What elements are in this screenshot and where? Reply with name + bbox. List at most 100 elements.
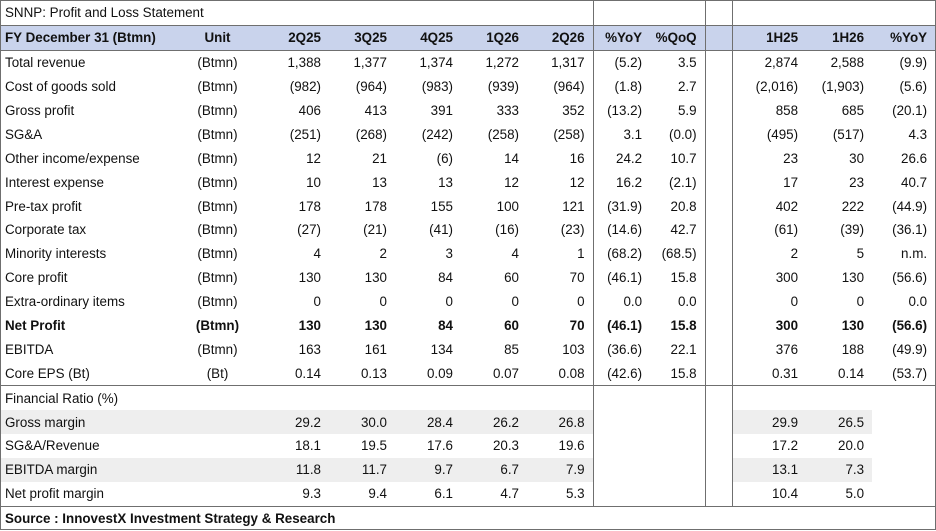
value-cell: 0.09 <box>426 365 453 381</box>
value-cell: 0.14 <box>838 365 865 381</box>
value-cell: 1,317 <box>527 50 594 75</box>
value-cell: 0 <box>445 294 453 310</box>
value-cell: 130 <box>364 318 387 334</box>
column-spacer <box>705 410 733 435</box>
header-fy: FY December 31 (Btmn) <box>1 24 186 51</box>
value-cell: 12 <box>306 150 321 166</box>
value-cell <box>872 458 935 482</box>
value-cell: 3.1 <box>623 126 643 142</box>
value-cell: 155 <box>430 198 453 214</box>
value-cell: 103 <box>527 337 594 362</box>
table-row: Gross profit (Btmn) 406 413 391 333 352 (13.2) 5… <box>1 98 935 123</box>
column-spacer <box>705 361 733 386</box>
value-cell: 29.9 <box>732 410 807 435</box>
value-cell: 4.7 <box>500 486 519 502</box>
value-cell: 0.08 <box>527 361 594 386</box>
row-label: Total revenue <box>5 55 86 71</box>
row-label: EBITDA <box>5 341 54 357</box>
value-cell: 0.31 <box>772 365 799 381</box>
row-unit: (Btmn) <box>197 294 238 310</box>
value-cell: (39) <box>840 222 865 238</box>
title-right <box>732 1 935 25</box>
value-cell: 26.5 <box>806 410 873 435</box>
row-unit: (Btmn) <box>197 79 238 95</box>
value-cell: 0.14 <box>294 365 321 381</box>
ratio-label: SG&A/Revenue <box>5 438 100 454</box>
value-cell: 17 <box>783 174 799 190</box>
value-cell: (31.9) <box>607 198 643 214</box>
value-cell: (42.6) <box>607 365 643 381</box>
row-unit: (Btmn) <box>197 126 238 142</box>
table-row: Interest expense (Btmn) 10 13 13 12 12 16.2 (2.1… <box>1 170 935 195</box>
value-cell: 26.8 <box>527 410 594 435</box>
value-cell: (9.9) <box>899 55 928 71</box>
row-label: Core EPS (Bt) <box>5 365 90 381</box>
value-cell: 1,377 <box>353 55 387 71</box>
value-cell: 16 <box>527 146 594 171</box>
value-cell: (242) <box>421 126 453 142</box>
value-cell: 4.3 <box>908 126 928 142</box>
value-cell: n.m. <box>901 246 928 262</box>
row-unit: (Btmn) <box>197 246 238 262</box>
value-cell: 28.4 <box>395 410 461 435</box>
value-cell: 15.8 <box>650 313 706 338</box>
ratio-title-right <box>732 385 936 411</box>
column-spacer <box>705 313 733 338</box>
value-cell: (36.6) <box>607 341 643 357</box>
value-cell: 14 <box>504 150 519 166</box>
value-cell: 20.8 <box>650 194 706 219</box>
value-cell: 130 <box>841 270 865 286</box>
value-cell: 9.7 <box>395 457 461 482</box>
value-cell <box>593 434 650 458</box>
value-cell: (2,016) <box>755 79 799 95</box>
value-cell: 0.07 <box>492 365 519 381</box>
row-label: SG&A <box>5 126 43 142</box>
value-cell: (251) <box>289 126 321 142</box>
header-col: 1Q26 <box>461 24 527 51</box>
row-label: Gross profit <box>5 103 75 118</box>
table-row: Total revenue (Btmn) 1,388 1,377 1,374 1,272 1… <box>1 50 935 75</box>
value-cell <box>593 482 650 506</box>
value-cell: 1,374 <box>419 55 453 71</box>
ratio-title-gap <box>593 385 706 411</box>
row-unit: (Btmn) <box>197 150 238 166</box>
value-cell: 1,388 <box>287 55 321 71</box>
value-cell: 188 <box>841 341 865 357</box>
value-cell: (41) <box>429 222 453 238</box>
value-cell <box>872 410 935 434</box>
row-unit: (Btmn) <box>197 174 238 190</box>
value-cell: 70 <box>527 265 594 290</box>
ratio-label: Net profit margin <box>5 486 104 502</box>
value-cell: 0 <box>313 294 321 310</box>
value-cell: 40.7 <box>901 174 928 190</box>
value-cell: 17.6 <box>426 438 453 454</box>
header-row: FY December 31 (Btmn) Unit 2Q25 3Q25 4Q2… <box>1 24 936 51</box>
value-cell: 130 <box>298 270 321 286</box>
value-cell: 413 <box>364 103 387 118</box>
table-row: Minority interests (Btmn) 4 2 3 4 1 (68.2) (68.5… <box>1 241 935 266</box>
value-cell: 222 <box>841 198 865 214</box>
table-row: Cost of goods sold (Btmn) (982) (964) (983) (… <box>1 74 935 99</box>
value-cell: 161 <box>364 341 387 357</box>
value-cell: 0 <box>379 294 387 310</box>
value-cell: (983) <box>421 79 453 95</box>
table-title: SNNP: Profit and Loss Statement <box>1 1 594 26</box>
value-cell: 10.7 <box>650 146 706 171</box>
value-cell: (495) <box>766 126 799 142</box>
value-cell: 20.0 <box>838 438 865 454</box>
value-cell: 402 <box>775 198 799 214</box>
row-label: Minority interests <box>5 246 107 262</box>
value-cell: (13.2) <box>607 103 643 118</box>
value-cell: 10 <box>306 174 321 190</box>
value-cell: 5 <box>856 246 865 262</box>
value-cell: (5.2) <box>614 55 643 71</box>
value-cell: 26.2 <box>461 410 527 435</box>
value-cell: 13 <box>372 174 387 190</box>
ratio-row: Gross margin 29.2 30.0 28.4 26.2 26.8 29.9 26.5 <box>1 410 935 435</box>
value-cell: 22.1 <box>650 337 706 362</box>
value-cell: 0.0 <box>650 289 706 314</box>
column-spacer <box>705 218 733 242</box>
column-spacer <box>705 241 733 266</box>
source-note: Source : InnovestX Investment Strategy &… <box>1 505 936 531</box>
value-cell: 13.1 <box>732 457 807 482</box>
